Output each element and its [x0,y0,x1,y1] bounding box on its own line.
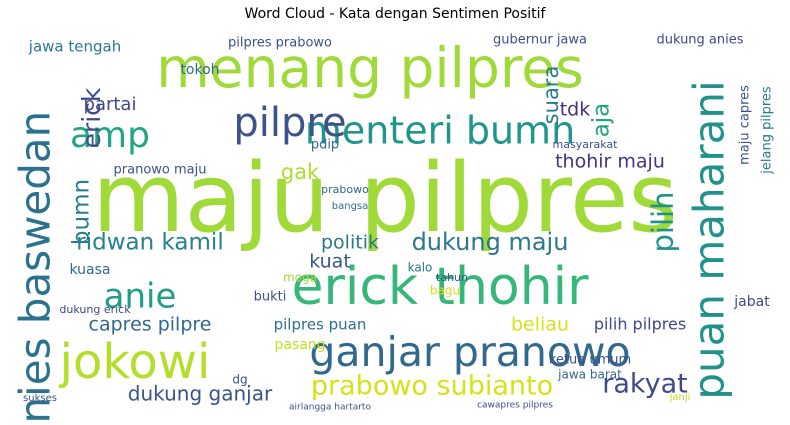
word: pilpres puan [274,316,367,334]
word: politik [321,232,379,254]
word: tdk [560,99,591,121]
word: pdip [311,138,339,153]
word: maju pilpres [92,144,678,254]
word: jelang pilpres [760,86,775,175]
word: thohir maju [555,151,665,173]
word: erick [77,87,106,148]
word: dukung erick [59,303,131,316]
word: rakyat [602,369,687,400]
word: gubernur jawa [493,33,587,48]
word: bumn [69,179,95,245]
word: anie [104,277,177,317]
word: jawa barat [557,368,622,382]
word: ridwan kamil [76,230,223,256]
word: kalo [408,261,433,275]
word: prabowo subianto [311,371,553,402]
word: pranowo maju [114,163,207,178]
word: jokowi [59,334,211,390]
word: partai [84,94,137,115]
word: gak [281,160,320,184]
word: jawa tengah [28,38,121,56]
word: ketua umum [549,353,631,368]
word: cawapres pilpres [477,401,553,411]
word: kuasa [69,262,110,278]
word: dukung ganjar [128,382,273,406]
word: pilpres prabowo [228,36,332,51]
word: capres pilpre [89,314,212,336]
word: pilih [646,192,680,253]
word: bagu [430,284,460,298]
word: anies baswedan [11,111,60,425]
word: dukung maju [412,228,569,256]
word: beliau [511,314,569,336]
word: suara [539,66,563,125]
word: pilih pilpres [594,315,686,334]
word: bukti [254,290,287,305]
word: sukses [23,393,57,404]
word: kuat [309,251,351,273]
word: menang pilpres [156,36,584,100]
word: ganjar pranowo [309,328,630,376]
word: pasang [274,337,325,353]
word: bangsa [332,201,369,212]
word: tokoh [180,62,219,78]
word: masyarakat [553,138,619,151]
word: aja [589,103,615,138]
word: tahun [436,271,468,284]
word: erick thohir [292,257,590,317]
word: menteri bumn [305,109,575,153]
word: maju capres [738,85,753,165]
word: janji [669,392,691,403]
word: amp [70,115,150,156]
word: jabat [733,294,770,310]
word: pilpre [233,100,346,146]
word: prabowo [321,183,369,196]
word: puan maharani [685,80,734,399]
chart-title: Word Cloud - Kata dengan Sentimen Positi… [245,6,547,22]
word: moga [283,271,317,285]
word: dg [232,373,247,387]
word: dukung anies [656,33,743,48]
word: airlangga hartarto [289,403,371,413]
